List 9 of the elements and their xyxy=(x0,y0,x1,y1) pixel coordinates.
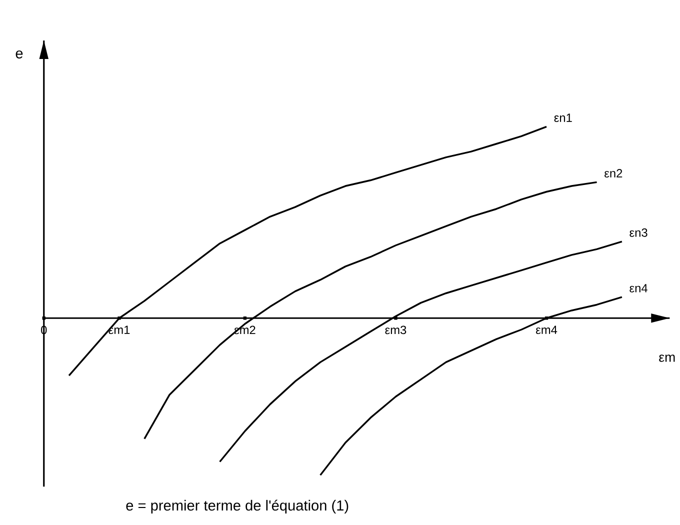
text: e = premier terme de l'équation (1) xyxy=(126,500,348,514)
series-label: εn3 xyxy=(630,228,648,238)
x-axis-title: εm xyxy=(659,354,675,362)
y-axis-title: e xyxy=(16,50,23,59)
series-label: εn4 xyxy=(630,284,648,293)
series-label: εn1 xyxy=(554,114,572,122)
x-tick-label: εm3 xyxy=(385,326,406,334)
series-label: εn2 xyxy=(604,169,622,178)
x-tick-label: εm4 xyxy=(536,326,558,334)
